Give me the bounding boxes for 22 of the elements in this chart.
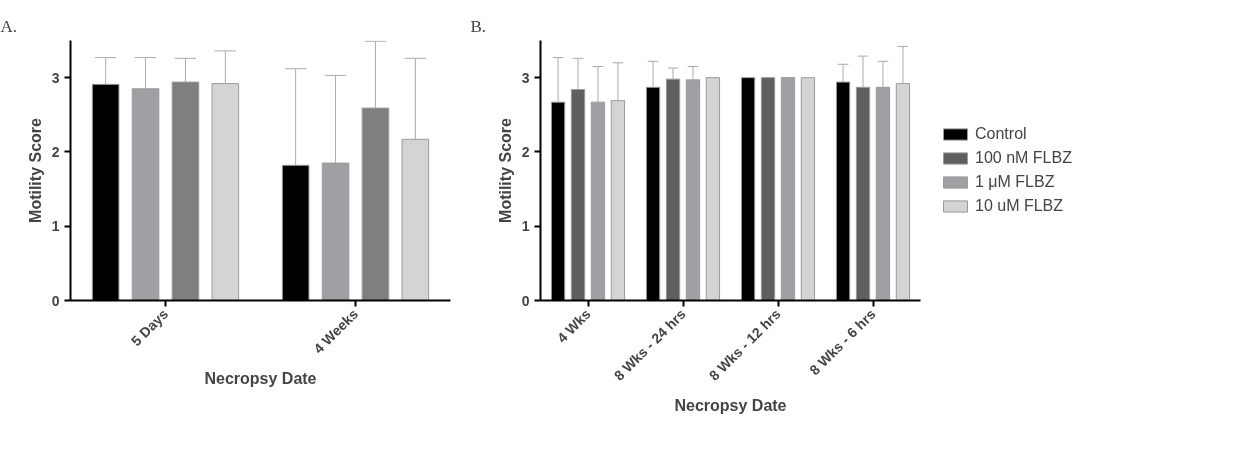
x-axis-title: Necropsy Date: [674, 397, 787, 415]
x-tick-label: 8 Wks - 24 hrs: [610, 305, 689, 384]
y-axis-title: Motility Score: [26, 117, 44, 223]
y-tick-label: 1: [51, 218, 60, 235]
y-tick-label: 3: [521, 69, 530, 86]
y-tick-label: 3: [51, 69, 60, 86]
chart-title: B.: [470, 16, 487, 36]
y-tick-label: 0: [521, 292, 530, 309]
x-tick-label: 4 Wks: [553, 305, 594, 346]
x-tick-label: 8 Wks - 12 hrs: [705, 305, 784, 384]
x-axis-title: Necropsy Date: [204, 370, 317, 388]
y-tick-label: 2: [51, 143, 60, 160]
y-axis-title: Motility Score: [496, 117, 514, 223]
y-tick-label: 2: [521, 143, 530, 160]
legend-label: 100 nM FLBZ: [975, 149, 1072, 167]
y-tick-label: 1: [521, 218, 530, 235]
legend-label: Control: [975, 125, 1027, 143]
y-tick-label: 0: [51, 292, 60, 309]
legend-label: 1 μM FLBZ: [975, 173, 1055, 191]
x-tick-label: 8 Wks - 6 hrs: [806, 305, 879, 379]
legend-label: 10 uM FLBZ: [975, 197, 1064, 215]
chart-title: A.: [0, 16, 18, 36]
